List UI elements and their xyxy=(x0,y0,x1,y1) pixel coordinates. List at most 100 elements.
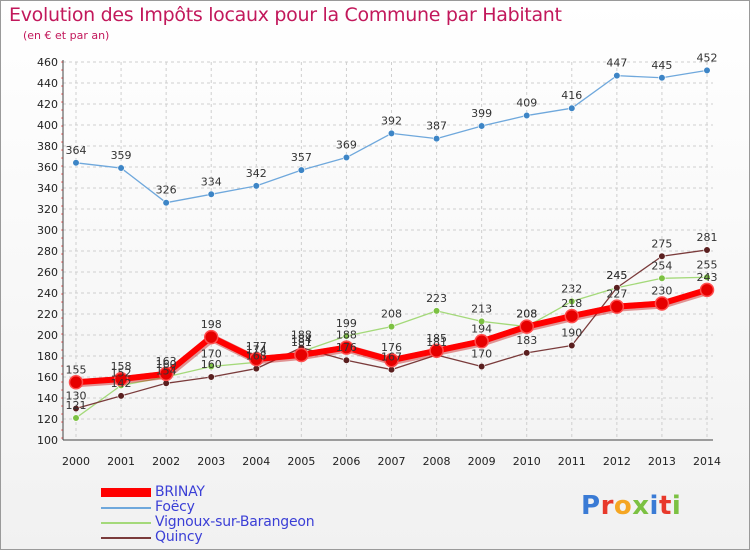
y-tick-label: 280 xyxy=(37,245,58,258)
series-point xyxy=(703,66,711,74)
y-tick-label: 440 xyxy=(37,77,58,90)
data-label: 188 xyxy=(336,329,357,342)
y-tick-label: 220 xyxy=(37,308,58,321)
data-label: 359 xyxy=(111,149,132,162)
data-label: 447 xyxy=(606,57,627,70)
series-point xyxy=(658,252,666,260)
legend-swatch xyxy=(101,488,151,497)
data-label: 275 xyxy=(651,237,672,250)
logo-letter: x xyxy=(632,491,650,521)
data-label: 243 xyxy=(697,271,718,284)
data-label: 334 xyxy=(201,175,222,188)
x-tick-label: 2012 xyxy=(603,455,631,468)
axis-dot xyxy=(61,413,63,415)
series-point xyxy=(384,352,399,368)
data-label: 364 xyxy=(66,144,87,157)
x-tick-label: 2000 xyxy=(62,455,90,468)
legend-swatch xyxy=(101,537,151,539)
axis-dot xyxy=(61,357,63,359)
data-label: 152 xyxy=(111,366,132,379)
axis-dot xyxy=(61,109,63,111)
series-point xyxy=(72,414,80,422)
data-label: 230 xyxy=(651,285,672,298)
y-tick-label: 260 xyxy=(37,266,58,279)
axis-dot xyxy=(61,141,63,143)
legend-swatch xyxy=(101,522,151,524)
axis-dot xyxy=(61,93,63,95)
series-point xyxy=(478,122,486,130)
chart-title: Evolution des Impôts locaux pour la Comm… xyxy=(9,4,562,26)
data-label: 213 xyxy=(471,302,492,315)
y-tick-label: 200 xyxy=(37,329,58,342)
series-point xyxy=(478,317,486,325)
y-tick-label: 120 xyxy=(37,413,58,426)
data-label: 121 xyxy=(66,399,87,412)
series-point xyxy=(72,404,80,413)
series-point xyxy=(162,199,170,207)
axis-dot xyxy=(61,309,63,311)
data-label: 181 xyxy=(426,336,447,349)
data-label: 160 xyxy=(156,358,177,371)
series-point xyxy=(339,340,354,355)
series-point xyxy=(703,273,711,281)
data-label: 342 xyxy=(246,167,267,180)
legend-label: Foëcy xyxy=(155,499,195,515)
series-point xyxy=(523,111,531,120)
series-point xyxy=(564,308,580,324)
axis-dot xyxy=(61,397,63,399)
x-tick-label: 2006 xyxy=(332,455,360,468)
y-tick-label: 240 xyxy=(37,287,58,300)
series-point xyxy=(387,129,396,137)
axis-dot xyxy=(61,165,63,167)
x-tick-label: 2009 xyxy=(468,455,496,468)
axis-dot xyxy=(61,205,63,207)
series-point xyxy=(203,329,219,345)
x-tick-label: 2010 xyxy=(513,455,541,468)
series-point xyxy=(207,362,215,371)
axis-dot xyxy=(61,365,63,367)
axis-dot xyxy=(61,269,63,271)
axis-dot xyxy=(61,101,63,103)
axis-dot xyxy=(61,301,63,303)
data-label: 181 xyxy=(291,336,312,349)
series-point xyxy=(432,135,441,143)
data-label: 232 xyxy=(561,282,582,295)
series-point xyxy=(432,307,441,315)
x-tick-label: 2002 xyxy=(152,455,180,468)
x-tick-label: 2004 xyxy=(242,455,270,468)
series-point xyxy=(249,351,264,367)
axis-dot xyxy=(61,389,63,391)
axis-dot xyxy=(61,61,63,63)
y-tick-label: 380 xyxy=(37,140,58,153)
axis-dot xyxy=(61,157,63,159)
axis-dot xyxy=(61,277,63,279)
data-label: 163 xyxy=(156,355,177,368)
data-label: 245 xyxy=(606,269,627,282)
axis-dot xyxy=(61,221,63,223)
data-label: 142 xyxy=(111,377,132,390)
series-point xyxy=(158,366,174,382)
data-label: 176 xyxy=(336,341,357,354)
data-label: 281 xyxy=(697,231,718,244)
axis-dot xyxy=(61,317,63,319)
logo-letter: r xyxy=(600,491,614,521)
series-point xyxy=(113,371,129,387)
series-point xyxy=(474,334,489,349)
data-label: 369 xyxy=(336,139,357,152)
data-label: 158 xyxy=(111,360,132,373)
data-label: 392 xyxy=(381,114,402,127)
axis-dot xyxy=(61,125,63,127)
data-label: 167 xyxy=(381,351,402,364)
axis-dot xyxy=(61,213,63,215)
series-point xyxy=(294,347,309,363)
axis-dot xyxy=(61,85,63,87)
series-point xyxy=(568,297,576,306)
axis-dot xyxy=(61,333,63,335)
series-point xyxy=(699,282,715,298)
series-point xyxy=(117,392,125,400)
y-tick-label: 300 xyxy=(37,224,58,237)
axis-dot xyxy=(61,197,63,199)
data-label: 198 xyxy=(201,318,222,331)
data-label: 218 xyxy=(561,297,582,310)
